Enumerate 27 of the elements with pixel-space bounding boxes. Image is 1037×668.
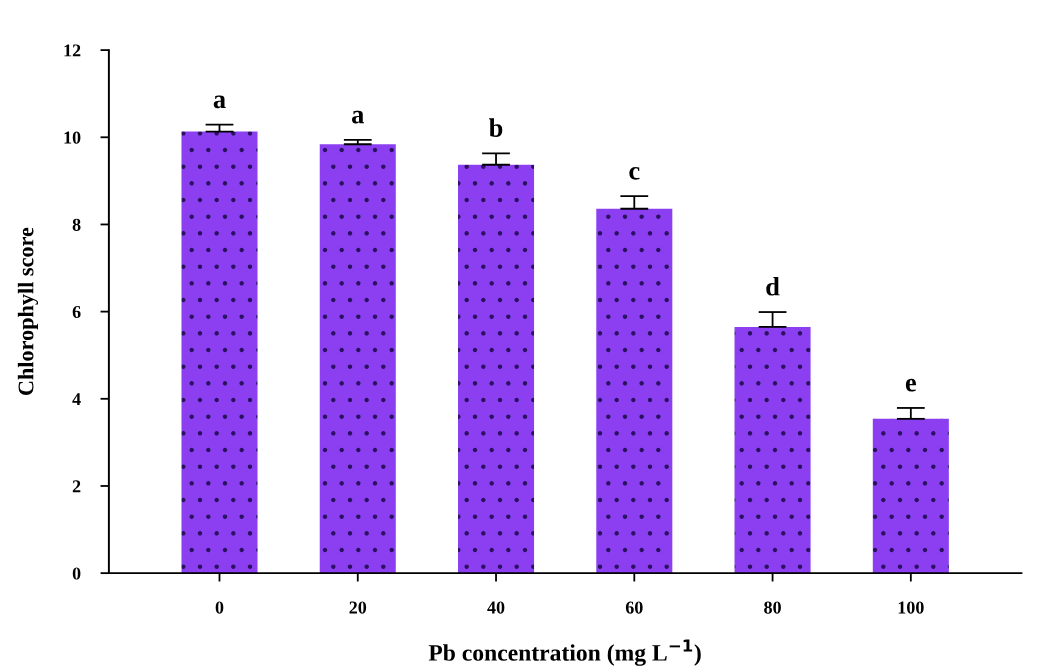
bar [596, 208, 673, 574]
annotation: d [766, 277, 780, 296]
x-axis-title: Pb concentration (mg L$^{−1}$) [428, 639, 701, 666]
annotation: e [905, 378, 916, 392]
y-tick-label: 8 [72, 218, 81, 231]
annotation: c [629, 166, 640, 180]
y-tick-label: 2 [72, 480, 81, 493]
y-tick-label: 6 [72, 305, 81, 319]
y-tick-label: 10 [64, 131, 81, 144]
y-tick-label: 4 [72, 393, 81, 406]
annotation: a [213, 95, 226, 109]
x-tick-label: 0 [215, 601, 224, 614]
x-tick-label: 80 [764, 601, 781, 614]
annotation: a [352, 110, 364, 124]
bar [181, 131, 258, 574]
annotation: b [489, 118, 503, 137]
x-tick-label: 100 [898, 601, 924, 614]
x-tick-label: 20 [349, 601, 367, 614]
y-tick-label: 0 [72, 567, 81, 580]
bar [734, 326, 811, 574]
bar [872, 418, 949, 574]
y-tick-label: 12 [64, 44, 81, 57]
bar [319, 144, 396, 574]
y-axis-title: Chlorophyll score [17, 227, 39, 396]
x-tick-label: 60 [625, 601, 643, 614]
bar [458, 164, 535, 574]
x-tick-label: 40 [487, 601, 505, 614]
